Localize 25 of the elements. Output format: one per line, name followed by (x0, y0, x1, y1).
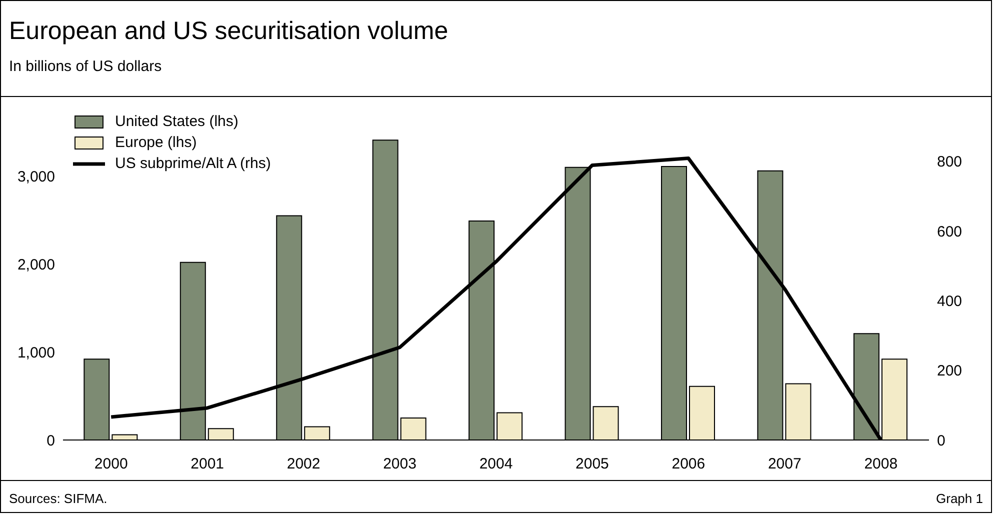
x-tick-label: 2008 (864, 456, 898, 473)
y2-tick-label: 800 (937, 154, 962, 171)
legend-label: Europe (lhs) (115, 134, 197, 151)
x-tick-label: 2007 (768, 456, 802, 473)
y-tick-label: 3,000 (17, 168, 55, 186)
chart-subtitle: In billions of US dollars (9, 57, 163, 75)
source-note: Sources: SIFMA. (9, 491, 108, 506)
x-tick-label: 2002 (286, 456, 320, 473)
y-tick-label: 2,000 (17, 256, 55, 274)
y-tick-label: 1,000 (17, 344, 55, 362)
x-tick-label: 2004 (479, 456, 513, 473)
y-tick-label: 0 (46, 432, 55, 450)
legend-label: US subprime/Alt A (rhs) (115, 155, 271, 172)
y2-tick-label: 200 (937, 362, 962, 380)
chart-title: European and US securitisation volume (9, 16, 450, 46)
y2-tick-label: 600 (937, 223, 962, 240)
y2-tick-label: 400 (937, 293, 962, 310)
caption: Graph 1 (936, 491, 983, 506)
x-tick-label: 2001 (190, 456, 224, 473)
x-tick-label: 2003 (383, 456, 416, 473)
x-tick-label: 2005 (576, 456, 609, 473)
legend-label: United States (lhs) (115, 113, 238, 130)
x-tick-label: 2000 (94, 456, 128, 473)
y2-tick-label: 0 (937, 432, 946, 450)
x-tick-label: 2006 (672, 456, 706, 473)
